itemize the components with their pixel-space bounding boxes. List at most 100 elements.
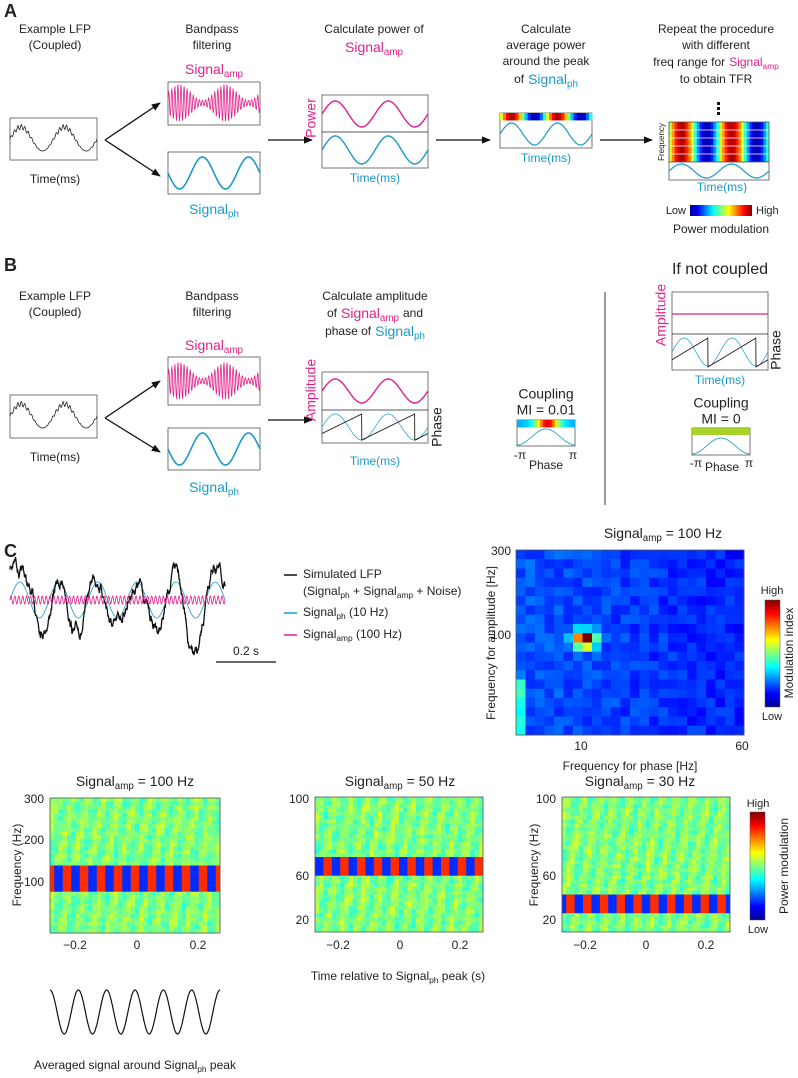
heatmap-cell	[706, 596, 716, 606]
heatmap-cell	[156, 813, 161, 818]
text-part: Signal	[189, 201, 228, 217]
heatmap-cell	[67, 805, 72, 810]
heatmap-cell	[436, 928, 442, 933]
heatmap-cell	[639, 633, 650, 643]
heatmap-cell	[156, 918, 161, 923]
heatmap-cell	[620, 830, 626, 835]
heatmap-cell	[521, 113, 525, 121]
heatmap-cell	[713, 864, 718, 869]
heatmap-cell	[705, 130, 709, 139]
waveform	[167, 156, 261, 190]
heatmap-cell	[453, 920, 459, 925]
heatmap-cell	[160, 869, 166, 874]
heatmap-cell	[639, 679, 650, 690]
heatmap-cell	[667, 797, 672, 802]
x-tick-label: 0	[643, 938, 650, 952]
heatmap-cell	[75, 858, 81, 863]
heatmap-cell	[181, 914, 187, 919]
heatmap-cell	[403, 804, 408, 809]
heatmap-cell	[79, 805, 85, 810]
heatmap-cell	[646, 830, 651, 835]
heatmap-cell	[604, 905, 609, 910]
heatmap-cell	[207, 929, 212, 934]
heatmap-cell	[62, 865, 68, 870]
heatmap-cell	[599, 860, 605, 865]
heatmap-cell	[679, 834, 685, 839]
heatmap-cell	[474, 883, 480, 888]
heatmap-cell	[105, 925, 110, 930]
heatmap-cell	[130, 824, 136, 829]
heatmap-cell	[344, 924, 349, 929]
heatmap-cell	[470, 894, 475, 899]
heatmap-cell	[474, 849, 480, 854]
heatmap-cell	[616, 797, 622, 802]
heatmap-cell	[578, 800, 584, 805]
heatmap-cell	[566, 853, 571, 858]
heatmap-cell	[378, 842, 383, 847]
heatmap-cell	[478, 830, 484, 835]
heatmap-cell	[340, 827, 345, 832]
heatmap-cell	[470, 808, 475, 813]
heatmap-cell	[591, 860, 596, 865]
heatmap-cell	[675, 890, 680, 895]
heatmap-cell	[71, 869, 76, 874]
heatmap-cell	[198, 899, 204, 904]
heatmap-cell	[71, 895, 76, 900]
heatmap-cell	[667, 830, 672, 835]
heatmap-cell	[432, 845, 438, 850]
heatmap-cell	[595, 819, 601, 824]
heatmap-cell	[126, 813, 132, 818]
heatmap-cell	[160, 906, 166, 911]
heatmap-cell	[449, 909, 454, 914]
heatmap-cell	[669, 154, 673, 163]
heatmap-cell	[96, 805, 102, 810]
heatmap-cell	[554, 605, 564, 616]
heatmap-cell	[699, 154, 703, 163]
heatmap-cell	[696, 707, 707, 717]
heatmap-cell	[357, 797, 362, 802]
heatmap-cell	[348, 823, 354, 828]
heatmap-cell	[709, 905, 714, 910]
heatmap-cell	[721, 898, 727, 903]
heatmap-cell	[457, 917, 463, 922]
heatmap-cell	[692, 812, 697, 817]
heatmap-cell	[173, 805, 178, 810]
heatmap-cell	[478, 838, 484, 843]
heatmap-cell	[340, 797, 345, 802]
heatmap-cell	[667, 902, 672, 907]
heatmap-cell	[436, 827, 442, 832]
heatmap-cell	[198, 843, 204, 848]
heatmap-cell	[734, 559, 745, 569]
heatmap-cell	[327, 887, 333, 892]
heatmap-cell	[608, 887, 613, 892]
heatmap-cell	[650, 800, 655, 805]
heatmap-cell	[566, 883, 571, 888]
heatmap-cell	[457, 890, 463, 895]
heatmap-cell	[88, 809, 93, 814]
heatmap-cell	[415, 928, 421, 933]
heatmap-cell	[118, 805, 123, 810]
heatmap-cell	[394, 917, 400, 922]
heatmap-cell	[591, 857, 596, 862]
heatmap-cell	[207, 801, 212, 806]
heatmap-cell	[685, 146, 689, 155]
heatmap-cell	[336, 830, 341, 835]
heatmap-cell	[466, 920, 471, 925]
heatmap-cell	[319, 845, 324, 850]
heatmap-cell	[650, 834, 655, 839]
heatmap-cell	[620, 688, 631, 699]
heatmap-cell	[576, 113, 581, 121]
heatmap-cell	[54, 809, 59, 814]
heatmap-cell	[109, 899, 115, 904]
heatmap-cell	[730, 130, 734, 139]
heatmap-cell	[336, 864, 341, 869]
heatmap-cell	[130, 835, 136, 840]
heatmap-cell	[361, 860, 366, 865]
heatmap-cell	[118, 921, 123, 926]
heatmap-cell	[143, 850, 149, 855]
heatmap-cell	[424, 864, 429, 869]
heatmap-cell	[50, 906, 55, 911]
heatmap-cell	[113, 820, 119, 825]
heatmap-cell	[113, 910, 119, 915]
heatmap-cell	[126, 895, 132, 900]
